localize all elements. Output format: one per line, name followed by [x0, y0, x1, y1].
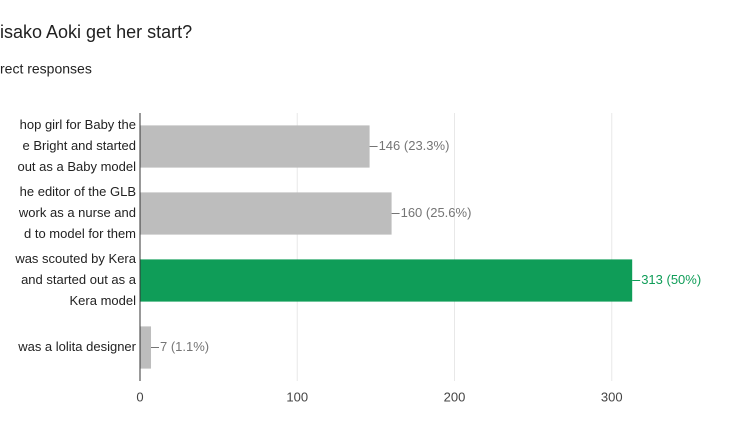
y-tick-label: Kera model — [70, 293, 137, 308]
x-tick-label: 200 — [444, 389, 466, 404]
value-label: 146 (23.3%) — [379, 138, 450, 153]
y-tick-label: was scouted by Kera — [14, 251, 136, 266]
y-tick-label: hop girl for Baby the — [20, 117, 136, 132]
y-tick-label: work as a nurse and — [18, 205, 136, 220]
value-label: 7 (1.1%) — [160, 339, 209, 354]
chart-subtitle: rect responses — [0, 61, 92, 77]
x-tick-label: 300 — [601, 389, 623, 404]
y-tick-label: out as a Baby model — [17, 159, 136, 174]
y-tick-label: he editor of the GLB — [20, 184, 136, 199]
value-label: 313 (50%) — [641, 272, 701, 287]
bar — [140, 326, 152, 369]
y-tick-label: and started out as a — [21, 272, 137, 287]
chart-title: isako Aoki get her start? — [0, 22, 192, 42]
y-tick-label: was a lolita designer — [17, 339, 136, 354]
bar — [140, 125, 370, 168]
x-tick-label: 0 — [136, 389, 143, 404]
y-tick-label: d to model for them — [24, 226, 136, 241]
x-tick-label: 100 — [286, 389, 308, 404]
bar — [140, 192, 392, 235]
value-label: 160 (25.6%) — [401, 205, 472, 220]
y-tick-label: e Bright and started — [23, 138, 136, 153]
bar — [140, 259, 633, 302]
